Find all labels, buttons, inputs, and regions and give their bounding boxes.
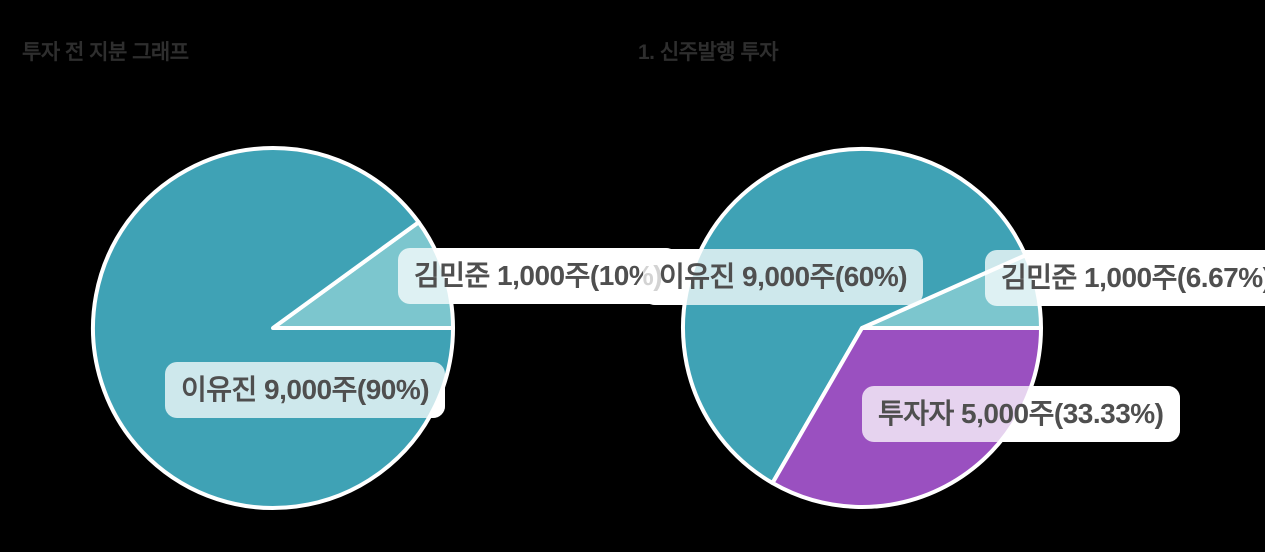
datalabel-text: 이유진 9,000주(90%) bbox=[165, 362, 446, 418]
datalabel-text: 투자자 5,000주(33.33%) bbox=[862, 386, 1180, 442]
datalabel-text: 김민준 1,000주(10%) bbox=[398, 248, 679, 304]
datalabel-kimminjun-before: 김민준 1,000주(10%) bbox=[398, 248, 679, 304]
datalabel-leeyujin-after: 이유진 9,000주(60%) bbox=[643, 249, 924, 305]
pie-1-slice-1[interactable] bbox=[681, 147, 1028, 486]
datalabel-text: 이유진 9,000주(60%) bbox=[643, 249, 924, 305]
datalabel-kimminjun-after: 김민준 1,000주(6.67%) bbox=[985, 250, 1265, 306]
datalabel-investor-after: 투자자 5,000주(33.33%) bbox=[862, 386, 1180, 442]
datalabel-leeyujin-before: 이유진 9,000주(90%) bbox=[165, 362, 446, 418]
right-chart-title: 1. 신주발행 투자 bbox=[638, 41, 779, 64]
left-chart-title: 투자 전 지분 그래프 bbox=[22, 41, 189, 64]
pie-0-slice-1[interactable] bbox=[91, 146, 455, 510]
datalabel-text: 김민준 1,000주(6.67%) bbox=[985, 250, 1265, 306]
